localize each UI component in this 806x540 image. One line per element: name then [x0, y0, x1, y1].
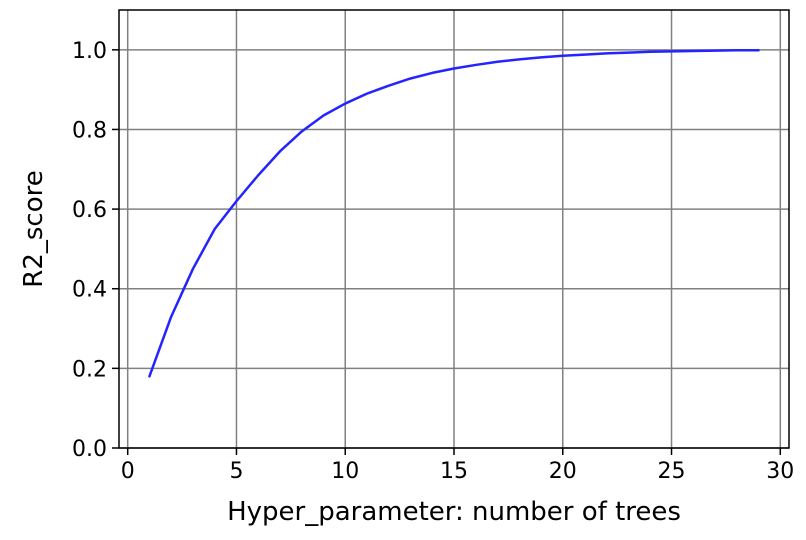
x-tick-label: 30: [766, 459, 794, 484]
y-axis-label: R2_score: [19, 170, 49, 287]
ticks: [112, 49, 782, 455]
x-tick-label: 0: [121, 459, 135, 484]
y-tick-label: 0.0: [72, 437, 107, 462]
y-tick-label: 0.2: [72, 357, 107, 382]
y-tick-label: 0.4: [72, 278, 107, 303]
x-tick-label: 25: [658, 459, 686, 484]
plot-frame: [118, 9, 790, 449]
x-tick-label: 5: [229, 459, 243, 484]
x-tick-label: 20: [549, 459, 577, 484]
grid: [119, 10, 789, 449]
y-tick-label: 1.0: [72, 39, 107, 64]
y-tick-label: 0.6: [72, 198, 107, 223]
x-tick-label: 15: [440, 459, 468, 484]
y-tick-label: 0.8: [72, 118, 107, 143]
tick-labels: 0 5 10 15 20 25 30 0.0 0.2 0.4 0.6 0.8 1.0: [72, 39, 794, 484]
series-group: [148, 48, 760, 378]
x-axis-label: Hyper_parameter: number of trees: [227, 497, 681, 527]
x-tick-label: 10: [331, 459, 359, 484]
series-line-0: [148, 48, 760, 378]
